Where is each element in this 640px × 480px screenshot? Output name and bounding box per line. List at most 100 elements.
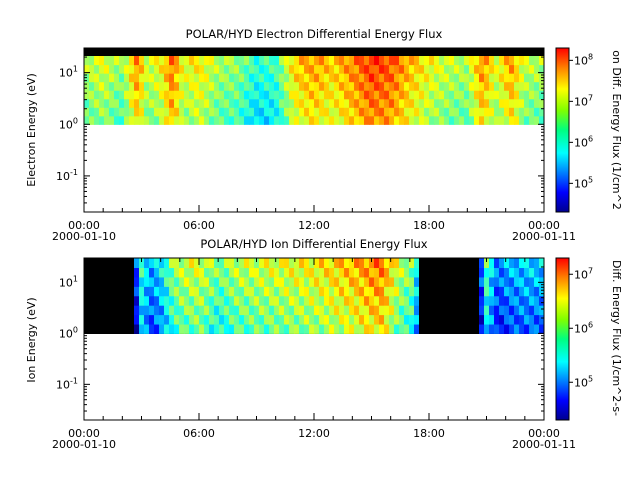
ion-flux-cell [434,295,440,306]
ion-flux-cell [454,305,460,316]
electron-flux-cell [229,115,235,125]
ion-flux-cell [149,314,155,325]
ion-flux-cell [484,314,490,325]
electron-flux-cell [504,73,510,83]
electron-flux-cell [179,73,185,83]
electron-flux-cell [174,90,180,100]
electron-flux-cell [499,98,505,108]
electron-flux-cell [484,98,490,108]
ion-flux-cell [149,286,155,297]
ion-flux-cell [159,323,165,334]
electron-flux-cell [234,98,240,108]
electron-flux-cell [384,81,390,91]
electron-flux-cell [449,56,455,66]
ion-flux-cell [154,276,160,287]
ion-flux-cell [209,286,215,297]
electron-flux-cell [474,107,480,117]
electron-flux-cell [194,81,200,91]
electron-flux-cell [249,115,255,125]
electron-flux-cell [249,107,255,117]
electron-flux-cell [429,107,435,117]
ion-flux-cell [374,258,380,269]
electron-flux-cell [129,73,135,83]
ion-flux-cell [419,314,425,325]
electron-flux-cell [499,107,505,117]
ion-flux-cell [464,305,470,316]
electron-flux-cell [129,81,135,91]
electron-flux-cell [524,64,530,74]
ion-flux-cell [229,267,235,278]
ion-flux-cell [259,258,265,269]
ion-flux-cell [409,314,415,325]
ion-flux-cell [339,258,345,269]
electron-flux-cell [289,115,295,125]
electron-flux-cell [269,73,275,83]
electron-flux-cell [529,90,535,100]
electron-flux-cell [374,81,380,91]
electron-flux-cell [499,81,505,91]
ion-flux-cell [424,323,430,334]
electron-flux-cell [514,107,520,117]
ion-flux-cell [159,258,165,269]
electron-flux-cell [214,115,220,125]
ion-flux-cell [84,258,90,269]
ion-flux-cell [514,258,520,269]
ion-flux-cell [354,323,360,334]
ion-flux-cell [479,286,485,297]
electron-flux-cell [289,98,295,108]
ion-flux-cell [504,305,510,316]
ion-x-date-label: 2000-01-10 [52,438,116,451]
ion-flux-cell [334,286,340,297]
ion-flux-cell [334,276,340,287]
electron-flux-cell [174,56,180,66]
ion-flux-cell [299,314,305,325]
ion-flux-cell [269,295,275,306]
ion-flux-cell [349,323,355,334]
electron-flux-cell [539,56,544,66]
ion-flux-cell [159,267,165,278]
ion-flux-cell [489,295,495,306]
electron-x-tick-label: 00:00 [68,219,100,232]
electron-flux-cell [184,73,190,83]
ion-flux-cell [109,267,115,278]
ion-flux-cell [184,314,190,325]
electron-flux-cell [319,115,325,125]
electron-flux-cell [264,107,270,117]
ion-flux-cell [164,286,170,297]
ion-flux-cell [319,295,325,306]
electron-flux-cell [339,64,345,74]
electron-flux-cell [424,81,430,91]
electron-flux-cell [209,98,215,108]
ion-flux-cell [204,295,210,306]
electron-flux-cell [414,56,420,66]
electron-flux-cell [164,98,170,108]
electron-flux-cell [414,107,420,117]
electron-flux-cell [339,107,345,117]
ion-flux-cell [269,258,275,269]
ion-flux-cell [489,323,495,334]
ion-flux-cell [289,314,295,325]
electron-flux-cell [254,90,260,100]
ion-flux-cell [199,314,205,325]
ion-flux-cell [514,267,520,278]
ion-flux-cell [509,267,515,278]
ion-flux-cell [504,323,510,334]
electron-flux-cell [219,64,225,74]
electron-flux-cell [104,64,110,74]
electron-flux-cell [214,56,220,66]
ion-flux-cell [394,267,400,278]
electron-flux-cell [384,56,390,66]
electron-flux-cell [424,73,430,83]
ion-flux-cell [199,323,205,334]
electron-flux-cell [489,81,495,91]
electron-flux-cell [539,115,544,125]
ion-flux-cell [119,305,125,316]
electron-flux-cell [194,56,200,66]
electron-flux-cell [479,115,485,125]
ion-flux-cell [214,323,220,334]
ion-flux-cell [304,258,310,269]
electron-flux-cell [389,98,395,108]
electron-flux-cell [529,81,535,91]
